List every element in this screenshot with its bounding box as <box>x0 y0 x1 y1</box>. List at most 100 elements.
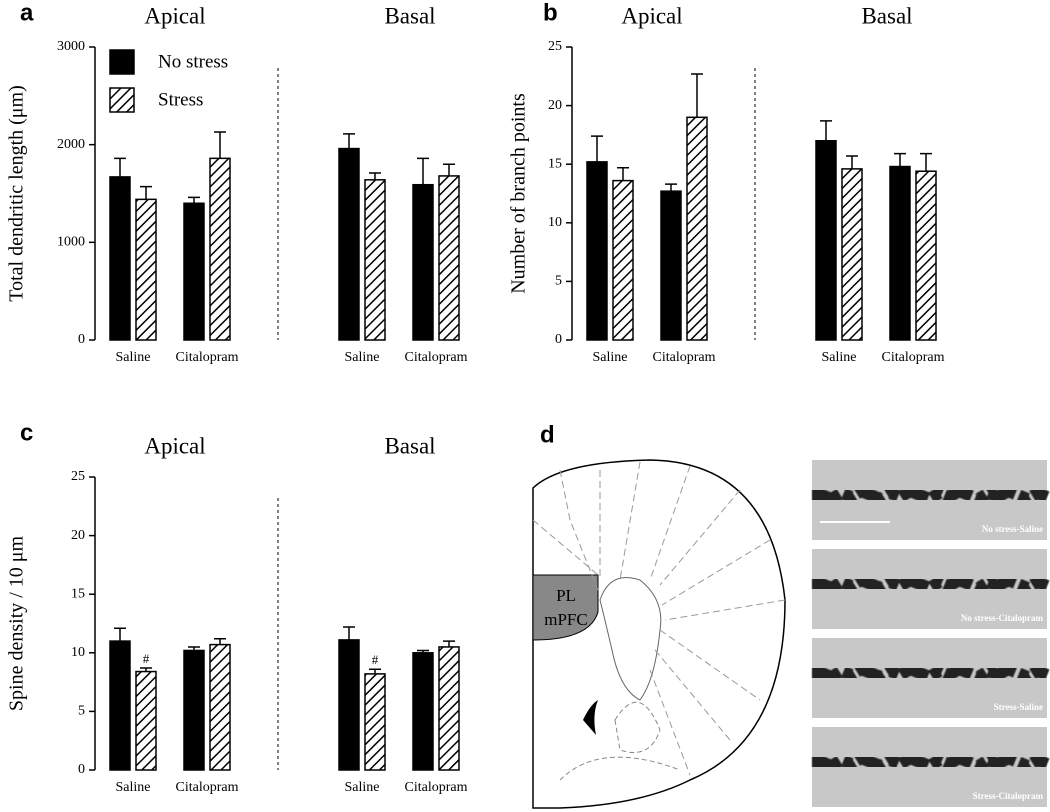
bar <box>815 140 837 341</box>
y-tick-label: 3000 <box>57 39 85 54</box>
y-tick-label: 20 <box>548 98 562 113</box>
x-tick-label: Saline <box>116 350 151 365</box>
panel-letter: b <box>543 0 558 26</box>
pl-region <box>532 574 599 641</box>
error-bar <box>894 152 906 167</box>
y-axis-label: Total dendritic length (μm) <box>6 85 28 301</box>
y-tick-label: 0 <box>78 332 85 347</box>
bar <box>209 643 231 771</box>
y-tick-label: 2000 <box>57 137 85 152</box>
x-tick-label: Saline <box>345 780 380 795</box>
y-tick-label: 5 <box>555 274 562 289</box>
x-tick-label: Saline <box>345 350 380 365</box>
bar <box>338 147 360 341</box>
dendrite <box>812 751 1050 773</box>
bar <box>209 157 231 341</box>
panel-letter: d <box>540 421 555 448</box>
group-title: Basal <box>384 3 435 28</box>
y-tick-label: 5 <box>78 704 85 719</box>
bar <box>438 646 460 771</box>
bar <box>338 639 360 771</box>
error-bar <box>591 135 603 162</box>
bar <box>412 183 434 341</box>
bar <box>109 640 131 771</box>
legend-label: Stress <box>158 89 203 110</box>
bar <box>135 198 157 341</box>
y-tick-label: 1000 <box>57 235 85 250</box>
y-tick-label: 15 <box>548 156 562 171</box>
error-bar <box>920 152 932 172</box>
error-bar <box>140 185 152 200</box>
y-tick-label: 0 <box>555 332 562 347</box>
y-tick-label: 25 <box>548 39 562 54</box>
error-bar <box>214 131 226 159</box>
region-label: PL <box>556 586 576 605</box>
error-bar <box>369 172 381 180</box>
marker: # <box>372 652 379 667</box>
error-bar <box>343 626 355 640</box>
region-label: mPFC <box>544 610 587 629</box>
error-bar <box>114 157 126 177</box>
bar <box>364 179 386 341</box>
x-tick-label: Citalopram <box>405 780 468 795</box>
y-tick-label: 20 <box>71 528 85 543</box>
x-tick-label: Saline <box>116 780 151 795</box>
error-bar <box>443 163 455 176</box>
bar <box>364 673 386 771</box>
legend-swatch <box>109 87 135 113</box>
bar <box>438 175 460 341</box>
group-title: Apical <box>144 433 205 458</box>
bar <box>412 652 434 771</box>
error-bar <box>214 637 226 645</box>
x-tick-label: Citalopram <box>653 350 716 365</box>
error-bar <box>443 640 455 647</box>
micrograph-label: Stress-Saline <box>994 702 1043 712</box>
group-title: Apical <box>144 3 205 28</box>
error-bar <box>820 120 832 141</box>
bar <box>183 649 205 771</box>
error-bar <box>114 627 126 642</box>
bar <box>183 202 205 341</box>
y-tick-label: 0 <box>78 762 85 777</box>
micrographs: No stress-Saline No stress-Citalopram Stre… <box>812 460 1050 807</box>
legend-label: No stress <box>158 51 228 72</box>
group-title: Basal <box>384 433 435 458</box>
y-axis-label: Spine density / 10 μm <box>6 535 28 711</box>
y-axis-label: Number of branch points <box>508 93 530 294</box>
panel-letter: c <box>20 419 33 446</box>
y-tick-label: 25 <box>71 469 85 484</box>
dendrite <box>812 484 1050 506</box>
bar <box>109 176 131 341</box>
dendrite <box>812 662 1050 684</box>
bar <box>612 179 634 341</box>
x-tick-label: Citalopram <box>176 780 239 795</box>
bar <box>915 170 937 341</box>
micrograph-label: Stress-Citalopram <box>973 791 1044 801</box>
structure <box>583 700 598 735</box>
y-tick-label: 10 <box>71 645 85 660</box>
bar <box>889 165 911 341</box>
micrograph-label: No stress-Citalopram <box>961 613 1044 623</box>
micrograph-label: No stress-Saline <box>982 524 1043 534</box>
error-bar <box>188 196 200 204</box>
error-bar <box>417 157 429 185</box>
y-tick-label: 10 <box>548 215 562 230</box>
x-tick-label: Saline <box>593 350 628 365</box>
bar <box>660 190 682 341</box>
error-bar <box>369 668 381 674</box>
group-title: Basal <box>861 3 912 28</box>
x-tick-label: Saline <box>822 350 857 365</box>
error-bar <box>343 133 355 149</box>
marker: # <box>143 651 150 666</box>
y-tick-label: 15 <box>71 586 85 601</box>
group-title: Apical <box>621 3 682 28</box>
region-borders <box>532 461 786 776</box>
panel-d: d PL mPFC No stress-Saline No stress-Cita… <box>532 421 1050 809</box>
panel-letter: a <box>20 0 34 26</box>
structure-lines <box>559 701 681 781</box>
x-tick-label: Citalopram <box>882 350 945 365</box>
error-bar <box>665 183 677 192</box>
bar <box>586 161 608 341</box>
ventricle <box>599 577 662 701</box>
